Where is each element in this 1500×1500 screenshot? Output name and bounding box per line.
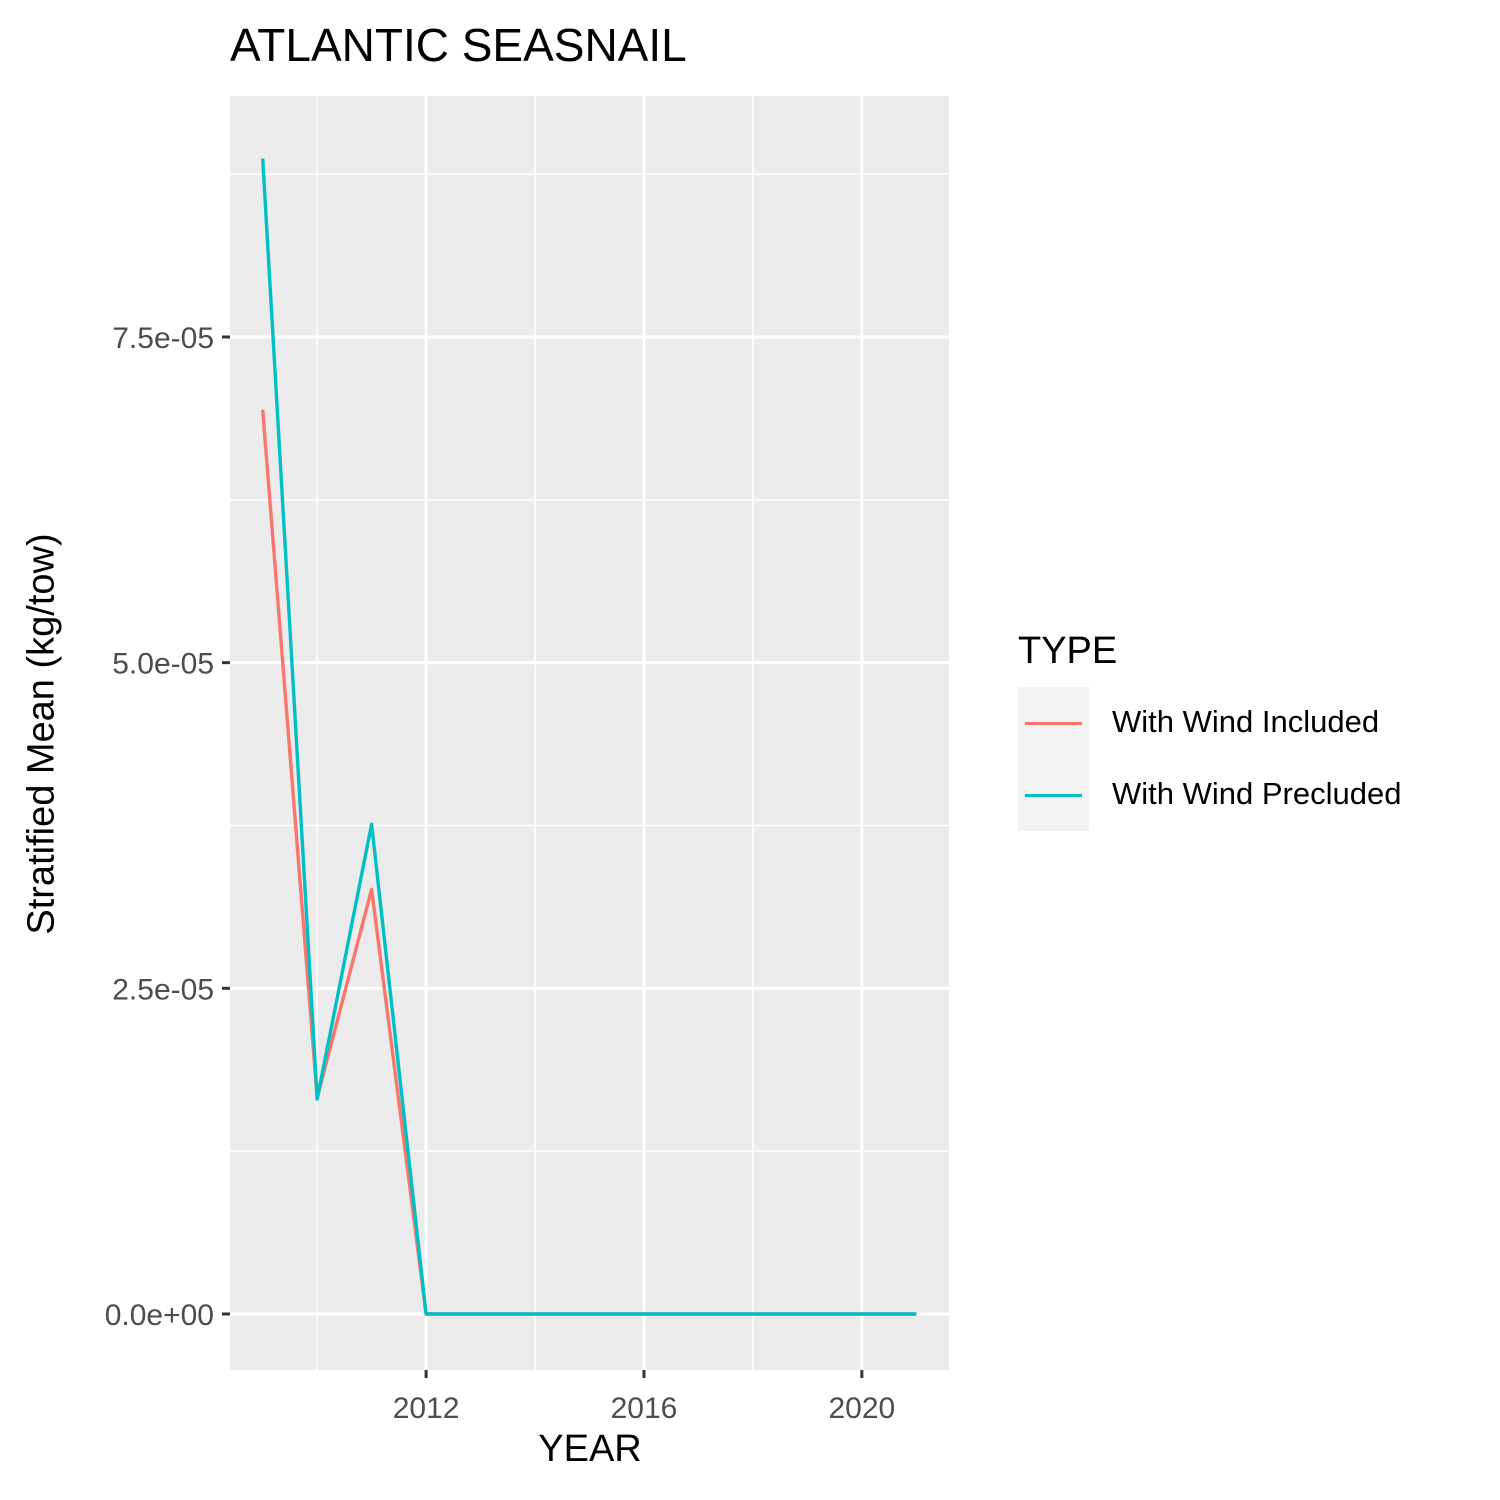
- legend-item-with-wind-precluded: With Wind Precluded: [1018, 759, 1401, 831]
- series-lines: [261, 158, 917, 1316]
- legend: TYPE With Wind Included With Wind Preclu…: [1018, 630, 1401, 831]
- axes: 2012 2016 2020 0.0e+00 2.5e-05 5.0e-05 7.5e-05: [105, 322, 896, 1425]
- y-tick-label: 2.5e-05: [112, 973, 214, 1006]
- series-line-with-wind-precluded: [261, 158, 917, 1316]
- minor-gridlines: [230, 96, 949, 1370]
- legend-title: TYPE: [1018, 630, 1118, 672]
- legend-label-with-wind-precluded: With Wind Precluded: [1112, 776, 1402, 811]
- x-tick-label: 2016: [611, 1392, 678, 1425]
- y-axis-label: Stratified Mean (kg/tow): [20, 533, 63, 935]
- legend-label-with-wind-included: With Wind Included: [1112, 704, 1380, 739]
- legend-key-with-wind-included: [1025, 722, 1082, 725]
- y-tick-label: 0.0e+00: [105, 1299, 214, 1332]
- chart-title: ATLANTIC SEASNAIL: [230, 19, 687, 71]
- legend-key-background: [1018, 687, 1089, 831]
- y-tick-label: 5.0e-05: [112, 648, 214, 681]
- x-tick-label: 2012: [393, 1392, 460, 1425]
- plot-panel-background: [230, 96, 949, 1370]
- legend-key-with-wind-precluded: [1025, 794, 1082, 797]
- x-tick-label: 2020: [828, 1392, 895, 1425]
- x-axis-label: YEAR: [538, 1428, 642, 1470]
- y-tick-label: 7.5e-05: [112, 322, 214, 355]
- legend-item-with-wind-included: With Wind Included: [1018, 687, 1379, 759]
